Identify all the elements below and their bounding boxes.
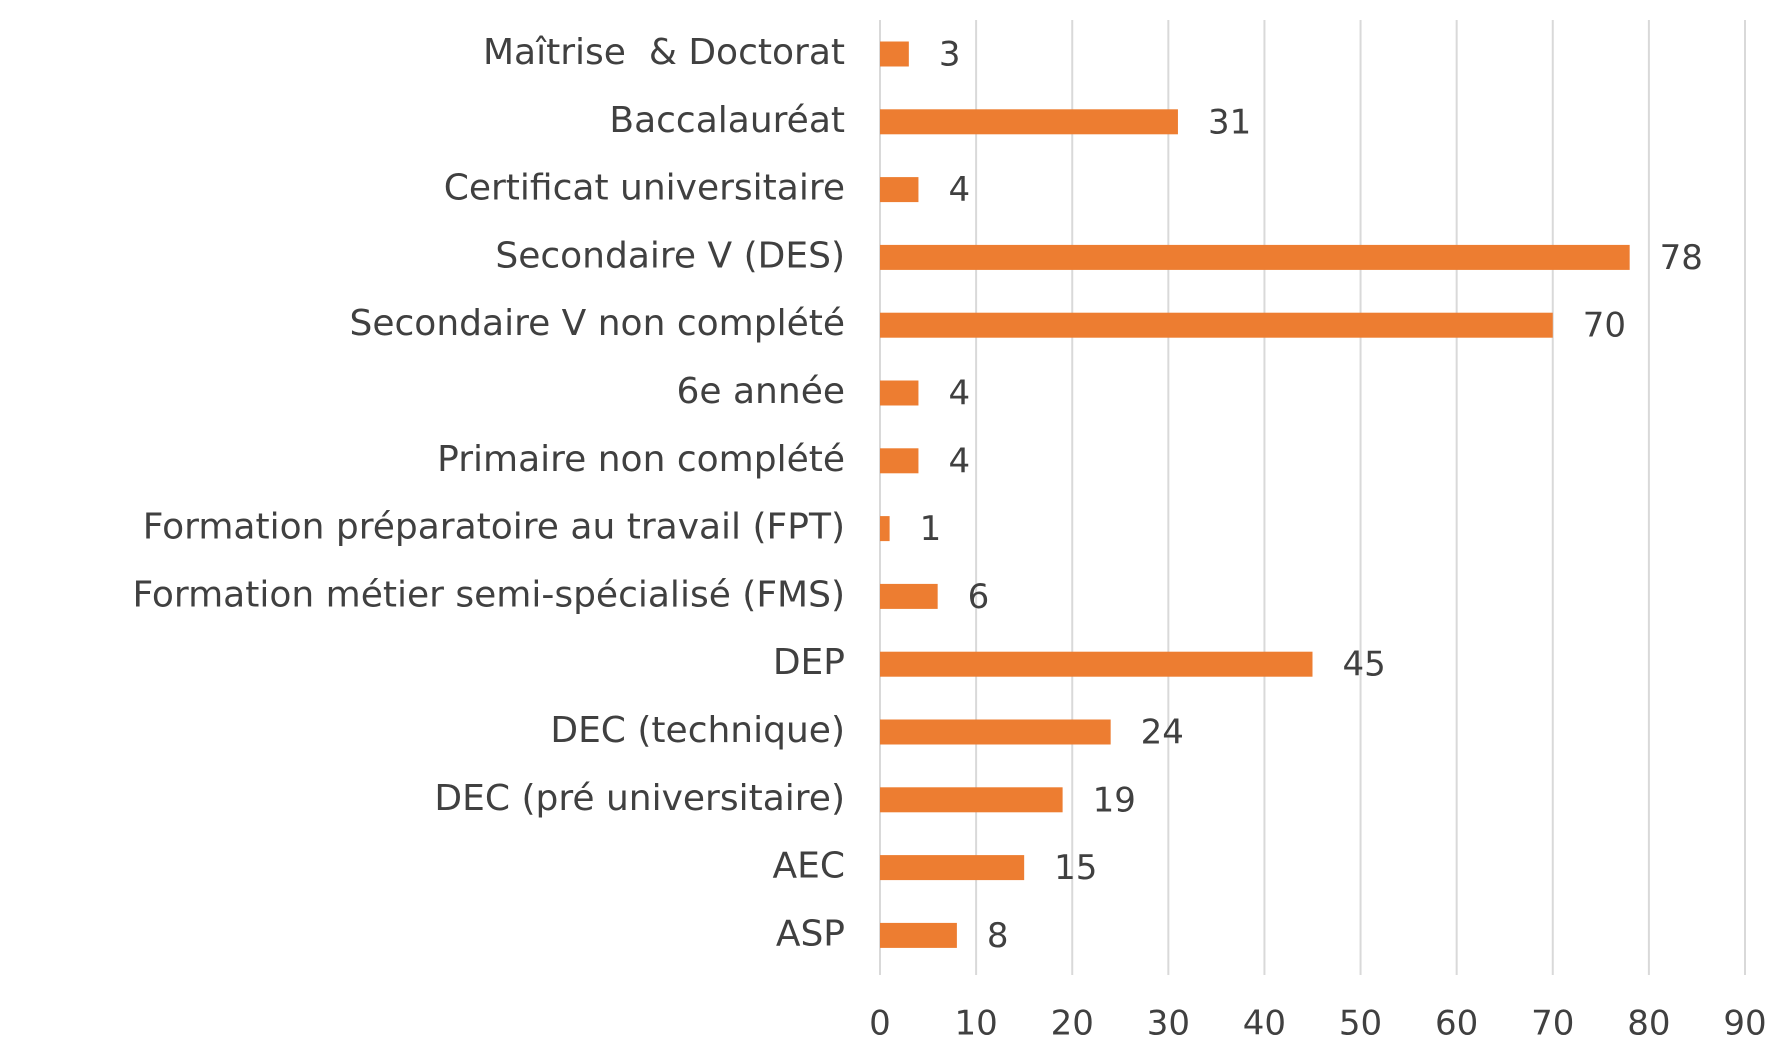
- y-tick-label: DEC (pré universitaire): [434, 778, 845, 819]
- bar: [880, 448, 919, 474]
- data-label: 4: [948, 374, 970, 414]
- x-tick-label: 80: [1627, 1004, 1670, 1043]
- data-label: 4: [948, 441, 970, 481]
- y-tick-label: Formation métier semi-spécialisé (FMS): [132, 574, 845, 615]
- y-tick-label: 6e année: [677, 371, 846, 412]
- bar: [880, 787, 1063, 813]
- data-label: 70: [1583, 306, 1626, 346]
- data-label: 15: [1054, 848, 1097, 888]
- data-label: 19: [1093, 780, 1136, 820]
- data-label: 31: [1208, 102, 1251, 142]
- x-tick-label: 60: [1435, 1004, 1478, 1043]
- x-tick-label: 20: [1051, 1004, 1094, 1043]
- x-tick-label: 50: [1339, 1004, 1382, 1043]
- bar: [880, 922, 957, 948]
- y-tick-label: Primaire non complété: [437, 439, 845, 480]
- bar: [880, 516, 890, 542]
- data-label: 4: [948, 170, 970, 210]
- y-tick-label: Maîtrise & Doctorat: [483, 32, 845, 73]
- bar: [880, 719, 1111, 745]
- bar: [880, 244, 1630, 270]
- y-tick-label: Secondaire V (DES): [495, 235, 845, 276]
- data-label: 3: [939, 35, 961, 75]
- bar: [880, 312, 1553, 338]
- x-tick-label: 90: [1723, 1004, 1766, 1043]
- y-tick-label: Secondaire V non complété: [350, 303, 845, 344]
- x-tick-label: 30: [1147, 1004, 1190, 1043]
- y-tick-label: ASP: [776, 913, 845, 954]
- bar: [880, 651, 1313, 677]
- bar: [880, 855, 1025, 881]
- bar: [880, 41, 909, 67]
- bar: [880, 583, 938, 609]
- data-label: 1: [920, 509, 942, 549]
- data-label: 24: [1141, 713, 1184, 753]
- y-tick-label: DEP: [773, 642, 845, 683]
- y-tick-label: AEC: [772, 846, 845, 887]
- data-label: 6: [968, 577, 990, 617]
- y-tick-label: Certificat universitaire: [444, 168, 845, 209]
- data-label: 78: [1660, 238, 1703, 278]
- data-label: 45: [1343, 645, 1386, 685]
- bar: [880, 177, 919, 203]
- data-label: 8: [987, 916, 1009, 956]
- y-tick-label: DEC (technique): [550, 710, 845, 751]
- x-tick-label: 0: [869, 1004, 891, 1043]
- x-tick-label: 10: [954, 1004, 997, 1043]
- bar: [880, 109, 1178, 135]
- y-tick-label: Baccalauréat: [609, 100, 845, 141]
- bar: [880, 380, 919, 406]
- x-tick-label: 40: [1243, 1004, 1286, 1043]
- x-tick-label: 70: [1531, 1004, 1574, 1043]
- y-tick-label: Formation préparatoire au travail (FPT): [143, 507, 845, 548]
